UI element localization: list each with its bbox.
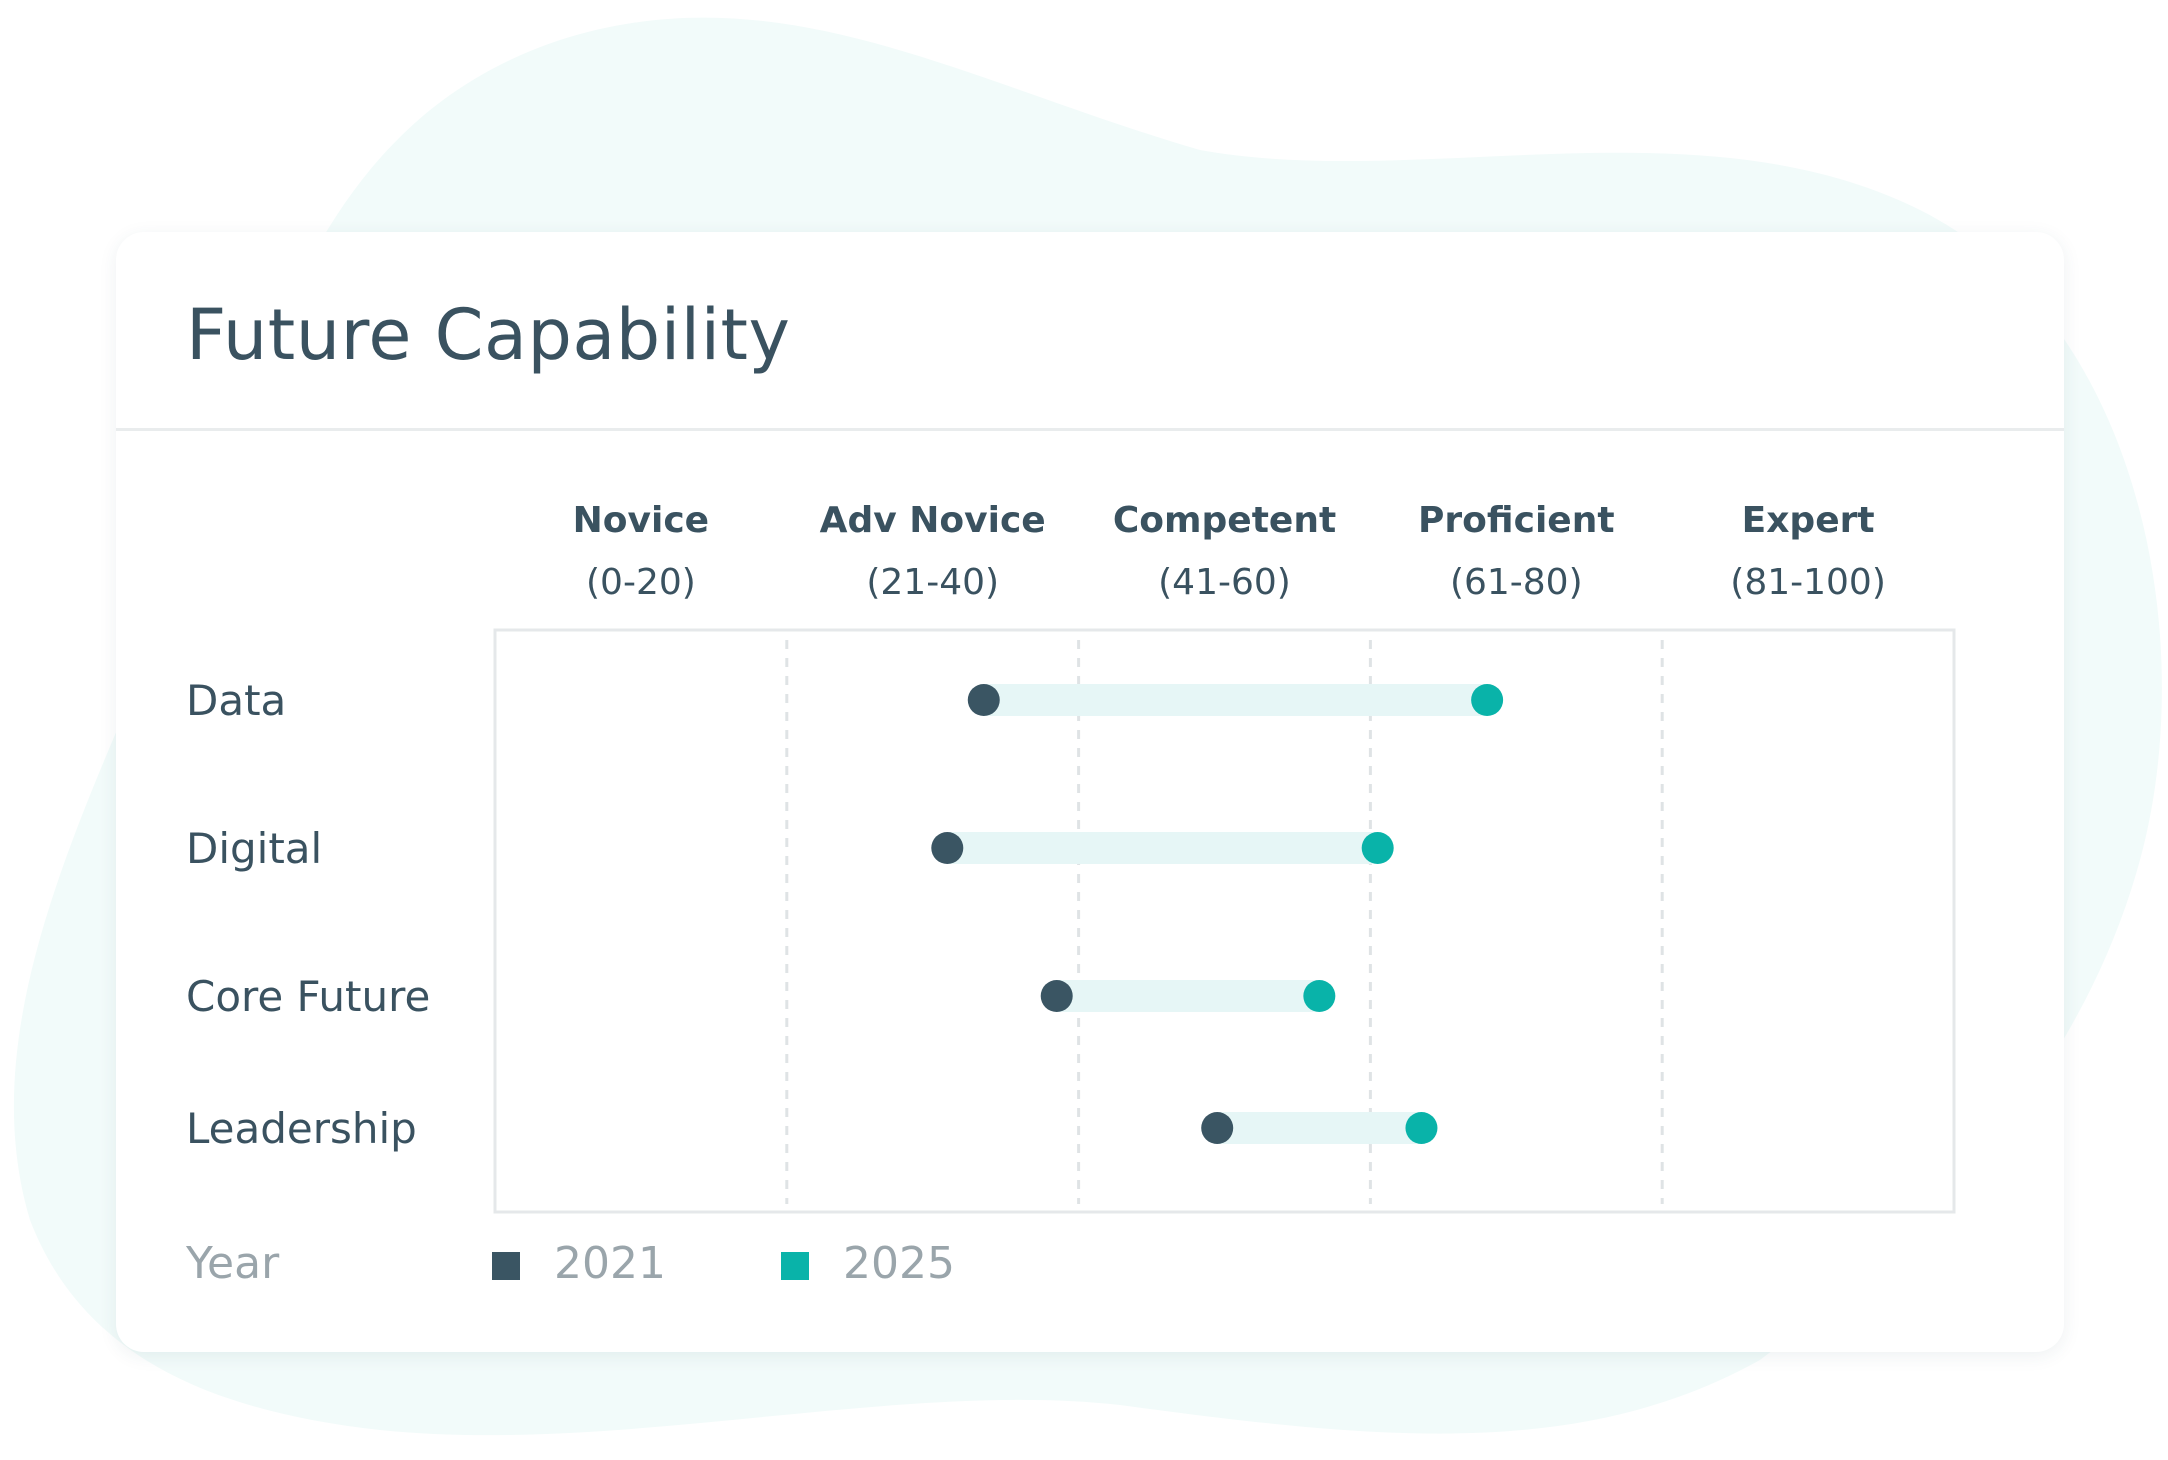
point-2021 (1201, 1112, 1234, 1144)
row-label: Core Future (186, 972, 430, 1021)
point-2021 (1040, 980, 1073, 1012)
band-range-label: (41-60) (1158, 562, 1291, 603)
dumbbell-chart: Novice (0-20) Adv Novice (21-40) Competent (4… (185, 500, 1956, 1289)
row-label: Leadership (186, 1104, 417, 1153)
point-2025 (1361, 832, 1394, 864)
chart-card: Future Capability Novice (0-20) Adv Novice… (116, 232, 2064, 1352)
point-2021 (931, 832, 964, 864)
band-range-label: (21-40) (866, 562, 999, 603)
band-name-label: Expert (1742, 500, 1875, 541)
legend-title: Year (185, 1238, 280, 1289)
band-name-label: Competent (1113, 500, 1336, 541)
title-divider (116, 428, 2064, 431)
legend-label: 2025 (843, 1238, 955, 1289)
legend-swatch (781, 1252, 809, 1280)
point-2021 (967, 684, 1000, 716)
row-label: Digital (186, 824, 322, 873)
legend-label: 2021 (554, 1238, 666, 1289)
plot-frame (493, 628, 1956, 1214)
band-name-label: Proficient (1418, 500, 1615, 541)
point-2025 (1405, 1112, 1438, 1144)
point-2025 (1303, 980, 1336, 1012)
band-range-label: (0-20) (586, 562, 696, 603)
row-label: Data (186, 676, 286, 725)
point-2025 (1471, 684, 1504, 716)
band-range-label: (61-80) (1450, 562, 1583, 603)
legend-swatch (492, 1252, 520, 1280)
band-name-label: Adv Novice (820, 500, 1046, 541)
band-name-label: Novice (573, 500, 709, 541)
band-range-label: (81-100) (1730, 562, 1886, 603)
chart-title: Future Capability (186, 294, 791, 376)
